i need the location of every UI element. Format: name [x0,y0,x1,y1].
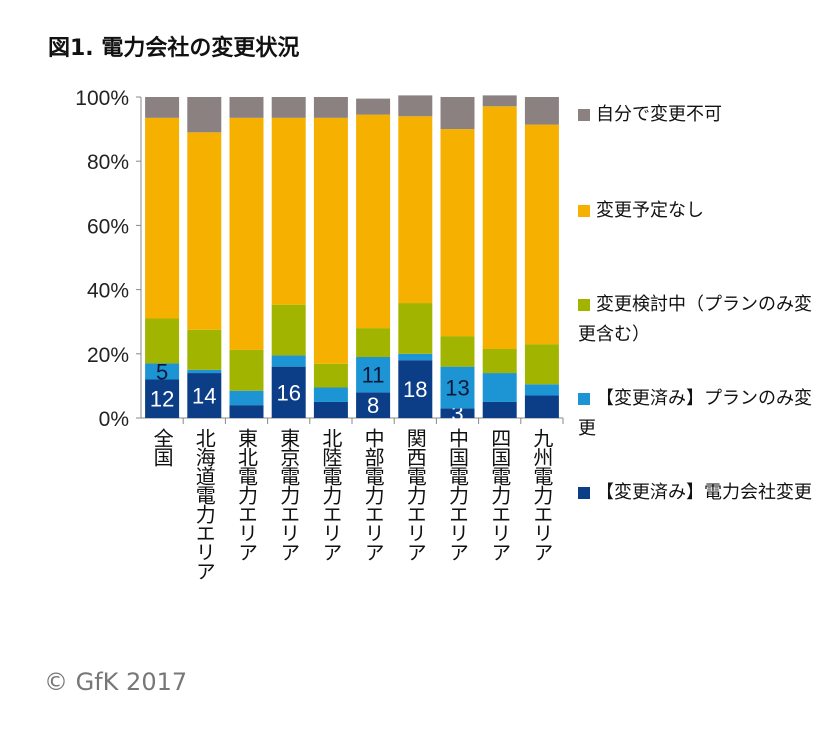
legend-label: 【変更済み】電力会社変更 [596,482,812,503]
legend-swatch [578,299,590,311]
category-label: 東北電力エリア [234,428,259,561]
legend-item: 【変更済み】プランのみ変更 [578,384,818,444]
bar-segment [482,348,517,374]
bar-segment [440,129,475,337]
bar-segment [187,329,222,370]
bar-segment [482,373,517,402]
bar-segment [271,304,306,356]
bar-segment [482,106,517,349]
bar-segment [524,97,559,125]
bar-segment [229,97,264,118]
bar-segment [229,405,264,418]
data-label: 5 [156,359,168,384]
legend-item: 【変更済み】電力会社変更 [578,478,818,508]
bar-segment [356,328,391,358]
bar-segment [482,401,517,418]
data-label: 18 [403,377,427,402]
bar-segment [187,97,222,133]
bar-segment [229,117,264,350]
bar-segment [398,303,433,354]
bar-segment [440,408,475,418]
bar-segment [398,353,433,361]
bar-segment [313,97,348,118]
category-label: 中部電力エリア [361,428,386,561]
bar-segment [271,117,306,305]
chart-title: 図1. 電力会社の変更状況 [48,36,300,61]
bar-segment [440,97,475,130]
bar-segment [398,116,433,304]
bar-segment [356,357,391,393]
bar-segment [524,395,559,418]
data-label: 12 [150,387,174,412]
legend-label: 【変更済み】プランのみ変更 [578,388,812,439]
bar-segment [356,392,391,418]
data-label: 8 [367,393,379,418]
data-label: 16 [276,380,300,405]
legend-label: 変更予定なし [596,200,704,221]
category-label: 北陸電力エリア [318,428,343,561]
category-label: 東京電力エリア [276,428,301,561]
bar-segment [271,366,306,418]
y-tick-label: 40% [87,280,129,303]
bar-segment [398,95,433,117]
bar-segment [145,318,180,364]
category-label: 四国電力エリア [487,428,512,561]
legend-item: 自分で変更不可 [578,100,818,130]
bar-segment [145,117,180,319]
bar-segment [440,336,475,367]
category-label: 全国 [150,428,175,466]
bar-segment [145,97,180,118]
legend-swatch [578,109,590,121]
y-tick-label: 60% [87,215,129,238]
bar-segment [187,369,222,374]
y-tick-label: 0% [99,408,129,431]
legend-swatch [578,487,590,499]
bar-segment [313,117,348,364]
bar-segment [356,114,391,329]
category-label: 関西電力エリア [403,428,428,561]
legend-label: 変更検討中（プランのみ変更含む） [578,294,812,345]
y-tick-label: 80% [87,151,129,174]
category-label: 北海道電力エリア [192,428,217,580]
bar-segment [524,124,559,345]
data-label: 13 [445,376,469,401]
bar-segment [145,363,180,380]
y-tick-label: 100% [75,87,129,110]
bar-segment [524,384,559,396]
bar-segment [187,132,222,330]
bar-segment [313,401,348,418]
bar-segment [313,363,348,388]
category-label: 九州電力エリア [529,428,554,561]
bar-segment [440,366,475,409]
copyright: © GfK 2017 [44,668,188,696]
y-tick-label: 20% [87,344,129,367]
bar-segment [271,97,306,118]
legend-item: 変更検討中（プランのみ変更含む） [578,290,818,350]
data-label: 14 [192,384,216,409]
bar-segment [145,379,180,418]
data-label: 11 [362,363,385,388]
bar-segment [482,95,517,107]
legend-swatch [578,205,590,217]
bar-segment [313,387,348,402]
bar-segment [271,355,306,367]
bar-segment [356,98,391,115]
bar-segment [398,360,433,418]
bar-segment [229,390,264,406]
bar-segment [524,344,559,385]
legend-swatch [578,393,590,405]
legend-label: 自分で変更不可 [596,104,722,125]
bar-segment [229,349,264,391]
legend-item: 変更予定なし [578,196,818,226]
category-label: 中国電力エリア [445,428,470,561]
bar-segment [187,373,222,418]
